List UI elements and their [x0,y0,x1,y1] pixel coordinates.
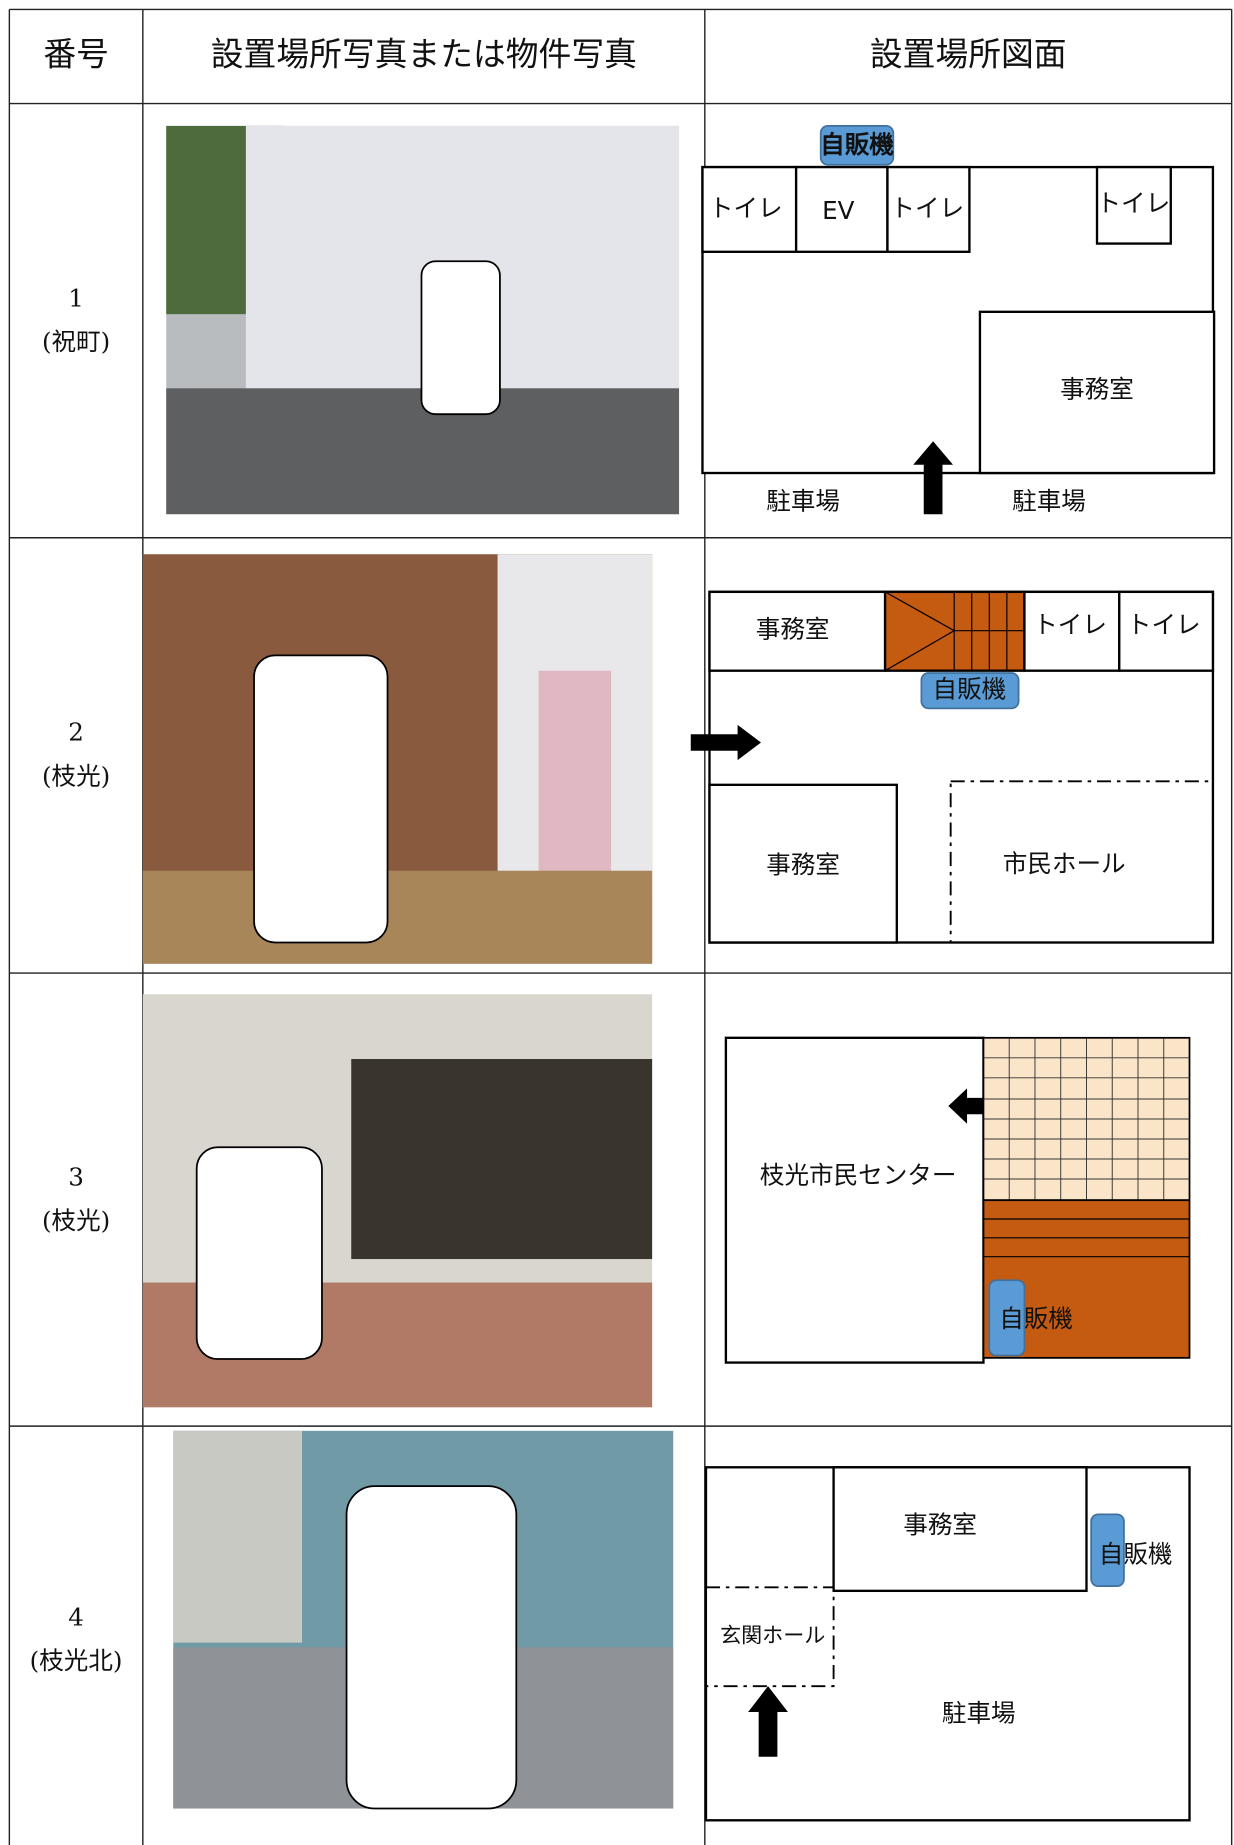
plan-label: 市民ホール [1003,849,1126,878]
plan-label: 自販機 [933,675,1007,704]
plan-label: 駐車場 [766,486,840,515]
row-place: (枝光) [42,761,110,790]
row-number: 4 [68,1603,84,1632]
plan-label: トイレ [890,193,964,222]
photo [166,125,680,515]
plan-label: 自販機 [1099,1540,1173,1569]
plan-label: 自販機 [820,130,894,159]
floor-plan [704,1466,1191,1822]
plan-label: 玄関ホール [720,1623,825,1648]
header-cell: 番号 [43,34,109,73]
plan-label: 自販機 [999,1304,1073,1333]
row-number: 1 [68,284,84,313]
plan-label: 駐車場 [1012,486,1086,515]
photo [142,994,653,1408]
row-place: (枝光北) [30,1646,123,1675]
plan-label: トイレ [1096,189,1170,218]
floor-plan [690,590,1215,944]
plan-label: トイレ [1127,610,1201,639]
photo [142,554,653,964]
row-place: (枝光) [42,1206,110,1235]
floor-plan [724,1036,1191,1364]
photo [173,1430,674,1810]
header-cell: 設置場所写真または物件写真 [211,34,637,73]
row-place: (祝町) [42,327,110,356]
plan-label: 駐車場 [942,1698,1016,1727]
plan-label: トイレ [709,193,783,222]
plan-label: EV [822,196,854,225]
plan-label: トイレ [1033,610,1107,639]
header-cell: 設置場所図面 [870,34,1067,73]
plan-label: 事務室 [756,615,830,644]
row-number: 3 [68,1162,84,1191]
plan-label: 事務室 [903,1510,977,1539]
plan-label: 事務室 [766,850,840,879]
row-number: 2 [68,718,84,747]
plan-label: 事務室 [1060,375,1134,404]
plan-label: 枝光市民センター [760,1161,957,1190]
floor-plan [701,125,1216,515]
